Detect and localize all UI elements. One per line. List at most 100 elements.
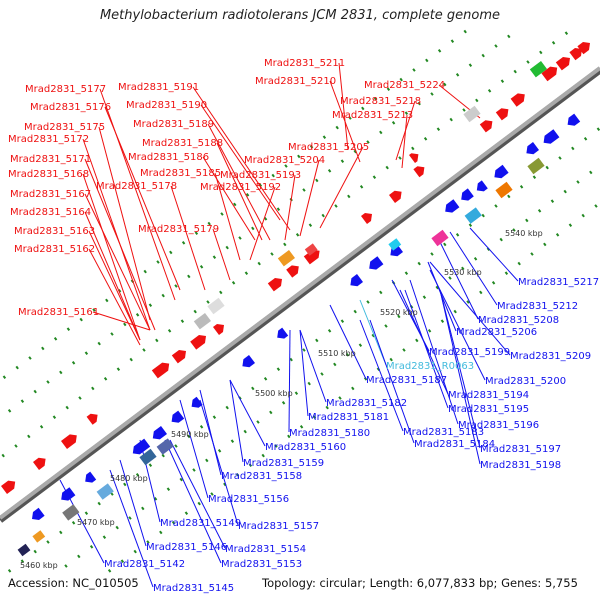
forward-gene (171, 349, 187, 364)
forward-gene (541, 66, 558, 82)
tick-dot (519, 185, 524, 189)
tick-dot (507, 194, 511, 199)
leader-line (170, 185, 206, 291)
tick-dot (141, 506, 145, 511)
gene-label: Mrad2831_5142 (104, 559, 185, 570)
tick-dot (294, 391, 299, 396)
tick-dot (153, 496, 158, 501)
leader-line (199, 389, 222, 476)
tick-dot (143, 269, 147, 274)
tick-dot (220, 212, 224, 216)
tick-dot (66, 327, 71, 332)
tick-dot (120, 559, 125, 564)
gene-labels: Mrad2831_5211 Mrad2831_5210 Mrad2831_5224 M… (8, 58, 599, 594)
gene-label: Mrad2831_5168 (8, 169, 89, 180)
tick-dot (199, 424, 204, 429)
gene-label: Mrad2831_5192 (200, 182, 281, 193)
gene-label: Mrad2831_5179 (138, 224, 219, 235)
forward-gene (190, 335, 206, 350)
tick-dot (504, 271, 509, 276)
reverse-gene (32, 507, 45, 521)
tick-dot (225, 245, 229, 250)
tick-dot (398, 156, 402, 160)
tick-dot (146, 540, 150, 544)
tick-dot (462, 108, 466, 112)
tick-dot (453, 309, 457, 314)
tick-dot (199, 264, 204, 269)
leader-line (299, 329, 327, 403)
leader-line (98, 126, 151, 321)
tick-dot (27, 434, 31, 439)
tick-dot (443, 242, 447, 247)
tick-dot (526, 60, 530, 64)
tick-dot (404, 111, 409, 115)
gene-label: Mrad2831_5161 (18, 307, 99, 318)
tick-dot (571, 146, 575, 151)
tick-dot (555, 233, 560, 237)
tick-dot (430, 92, 434, 96)
tick-dot (243, 429, 247, 434)
tick-dot (385, 165, 389, 170)
leader-line (169, 439, 226, 549)
leader-line (449, 231, 498, 306)
scale-label: 5480 kbp (110, 474, 148, 483)
forward-gene (495, 108, 509, 121)
tick-dot (79, 317, 83, 322)
tick-dot (46, 540, 50, 544)
tick-dot (257, 261, 261, 266)
tick-dot (171, 520, 176, 525)
tick-dot (192, 468, 196, 472)
leader-line (338, 62, 349, 151)
gene-block (431, 229, 449, 247)
tick-dot (481, 53, 485, 58)
scale-label: 5460 kbp (20, 561, 58, 570)
tick-dot (340, 319, 345, 324)
gene-label: Mrad2831_5195 (448, 404, 529, 415)
tick-dot (351, 386, 355, 391)
tick-dot (450, 39, 455, 44)
gene-label: Mrad2831_5149 (160, 518, 241, 529)
gene-label: Mrad2831_5164 (10, 207, 91, 218)
reverse-gene (445, 199, 460, 213)
gene-block (277, 250, 295, 267)
tick-dot (468, 63, 473, 68)
tick-dot (596, 127, 600, 131)
tick-dot (334, 204, 338, 208)
tick-dot (463, 29, 467, 34)
tick-dot (251, 386, 255, 391)
tick-dot (568, 223, 573, 227)
scale-label: 5470 kbp (77, 518, 115, 527)
leader-line (429, 269, 486, 381)
tick-dot (1, 453, 5, 458)
tick-dot (359, 185, 364, 189)
reverse-gene (461, 188, 474, 201)
tick-dot (358, 343, 363, 348)
scale-label: 5490 kbp (171, 430, 209, 439)
tick-dot (309, 145, 314, 149)
forward-gene (510, 93, 525, 107)
gene-block (139, 448, 157, 466)
tick-dot (312, 415, 317, 420)
gene-block (388, 238, 402, 251)
gene-label: Mrad2831_5154 (225, 544, 306, 555)
tick-dot (193, 309, 197, 314)
tick-dot (417, 101, 421, 106)
tick-dot (276, 207, 281, 211)
scale-label: 5500 kbp (255, 389, 293, 398)
tick-dot (233, 202, 237, 207)
tick-dot (321, 213, 325, 218)
forward-gene (286, 265, 299, 278)
leader-line (439, 241, 479, 320)
tick-dot (91, 386, 95, 391)
leader-line (429, 261, 511, 356)
leader-line (329, 304, 367, 380)
tick-dot (179, 477, 183, 482)
gene-label: Mrad2831_5205 (288, 142, 369, 153)
gene-block (527, 157, 545, 175)
leader-line (299, 159, 320, 237)
reverse-gene (191, 396, 203, 408)
tick-dot (308, 223, 313, 227)
tick-dot (217, 448, 222, 453)
tick-dot (238, 236, 242, 240)
